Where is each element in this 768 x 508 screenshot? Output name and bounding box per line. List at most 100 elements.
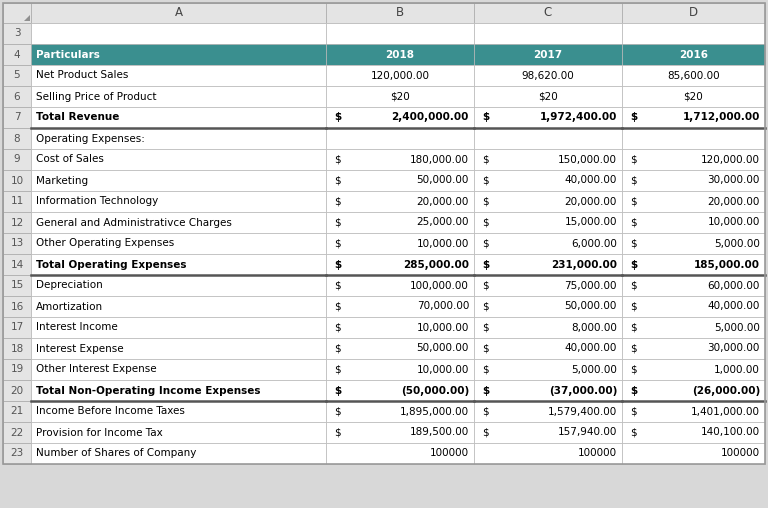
Text: 17: 17 — [11, 323, 24, 333]
Bar — [326, 107, 474, 128]
Text: 15,000.00: 15,000.00 — [564, 217, 617, 228]
Text: 6: 6 — [14, 91, 20, 102]
Text: 50,000.00: 50,000.00 — [416, 175, 469, 185]
Text: 4: 4 — [14, 49, 20, 59]
Bar — [31, 23, 326, 44]
Text: 22: 22 — [11, 428, 24, 437]
Bar — [31, 401, 326, 422]
Text: Number of Shares of Company: Number of Shares of Company — [36, 449, 197, 459]
Bar — [31, 317, 326, 338]
Bar — [474, 3, 622, 23]
Text: B: B — [396, 7, 404, 19]
Text: Interest Income: Interest Income — [36, 323, 118, 333]
Bar — [3, 107, 31, 128]
Text: 70,000.00: 70,000.00 — [416, 302, 469, 311]
Text: $: $ — [482, 154, 488, 165]
Text: 19: 19 — [11, 365, 24, 374]
Text: 20: 20 — [11, 386, 24, 396]
Bar — [622, 3, 765, 23]
Text: $: $ — [630, 406, 637, 417]
Bar — [622, 233, 765, 254]
Bar — [3, 338, 31, 359]
Text: Other Operating Expenses: Other Operating Expenses — [36, 238, 174, 248]
Bar — [326, 170, 474, 191]
Text: 120,000.00: 120,000.00 — [701, 154, 760, 165]
Bar — [474, 359, 622, 380]
Text: 20,000.00: 20,000.00 — [416, 197, 469, 206]
Text: $: $ — [334, 302, 341, 311]
Text: 50,000.00: 50,000.00 — [564, 302, 617, 311]
Text: 75,000.00: 75,000.00 — [564, 280, 617, 291]
Bar — [326, 149, 474, 170]
Bar — [31, 3, 326, 23]
Text: 5,000.00: 5,000.00 — [571, 365, 617, 374]
Bar — [3, 317, 31, 338]
Text: Total Operating Expenses: Total Operating Expenses — [36, 260, 187, 270]
Text: $: $ — [334, 386, 341, 396]
Bar — [3, 86, 31, 107]
Bar — [31, 107, 326, 128]
Text: $: $ — [334, 197, 341, 206]
Bar — [326, 233, 474, 254]
Bar — [474, 443, 622, 464]
Text: $: $ — [630, 386, 637, 396]
Bar — [622, 338, 765, 359]
Text: (50,000.00): (50,000.00) — [401, 386, 469, 396]
Text: Other Interest Expense: Other Interest Expense — [36, 365, 157, 374]
Text: 10,000.00: 10,000.00 — [707, 217, 760, 228]
Text: 2,400,000.00: 2,400,000.00 — [392, 112, 469, 122]
Text: $: $ — [630, 238, 637, 248]
Bar — [622, 86, 765, 107]
Text: $: $ — [630, 302, 637, 311]
Bar — [31, 212, 326, 233]
Text: $: $ — [630, 197, 637, 206]
Text: 14: 14 — [11, 260, 24, 270]
Text: 20,000.00: 20,000.00 — [564, 197, 617, 206]
Text: Net Product Sales: Net Product Sales — [36, 71, 128, 80]
Text: 157,940.00: 157,940.00 — [558, 428, 617, 437]
Text: $: $ — [482, 302, 488, 311]
Bar — [622, 44, 765, 65]
Bar — [326, 443, 474, 464]
Bar — [474, 422, 622, 443]
Bar — [474, 191, 622, 212]
Bar — [474, 254, 622, 275]
Text: 100,000.00: 100,000.00 — [410, 280, 469, 291]
Bar — [326, 128, 474, 149]
Text: 20,000.00: 20,000.00 — [707, 197, 760, 206]
Bar — [622, 128, 765, 149]
Bar — [326, 317, 474, 338]
Text: $: $ — [482, 197, 488, 206]
Text: $: $ — [630, 365, 637, 374]
Bar — [326, 338, 474, 359]
Bar — [622, 65, 765, 86]
Text: $: $ — [482, 406, 488, 417]
Text: $: $ — [334, 154, 341, 165]
Text: 21: 21 — [11, 406, 24, 417]
Bar — [474, 401, 622, 422]
Text: $: $ — [334, 217, 341, 228]
Text: Particulars: Particulars — [36, 49, 100, 59]
Text: $20: $20 — [390, 91, 410, 102]
Text: 5: 5 — [14, 71, 20, 80]
Bar — [3, 443, 31, 464]
Bar — [474, 149, 622, 170]
Text: Income Before Income Taxes: Income Before Income Taxes — [36, 406, 185, 417]
Text: Operating Expenses:: Operating Expenses: — [36, 134, 145, 143]
Bar — [3, 275, 31, 296]
Text: 100000: 100000 — [578, 449, 617, 459]
Bar — [31, 170, 326, 191]
Text: $: $ — [482, 217, 488, 228]
Text: 1,712,000.00: 1,712,000.00 — [683, 112, 760, 122]
Text: 18: 18 — [11, 343, 24, 354]
Text: 180,000.00: 180,000.00 — [410, 154, 469, 165]
Text: $: $ — [482, 280, 488, 291]
Bar — [3, 170, 31, 191]
Bar — [31, 359, 326, 380]
Bar — [622, 107, 765, 128]
Text: 8,000.00: 8,000.00 — [571, 323, 617, 333]
Text: 85,600.00: 85,600.00 — [667, 71, 720, 80]
Text: 3: 3 — [14, 28, 20, 39]
Bar — [3, 401, 31, 422]
Bar — [3, 233, 31, 254]
